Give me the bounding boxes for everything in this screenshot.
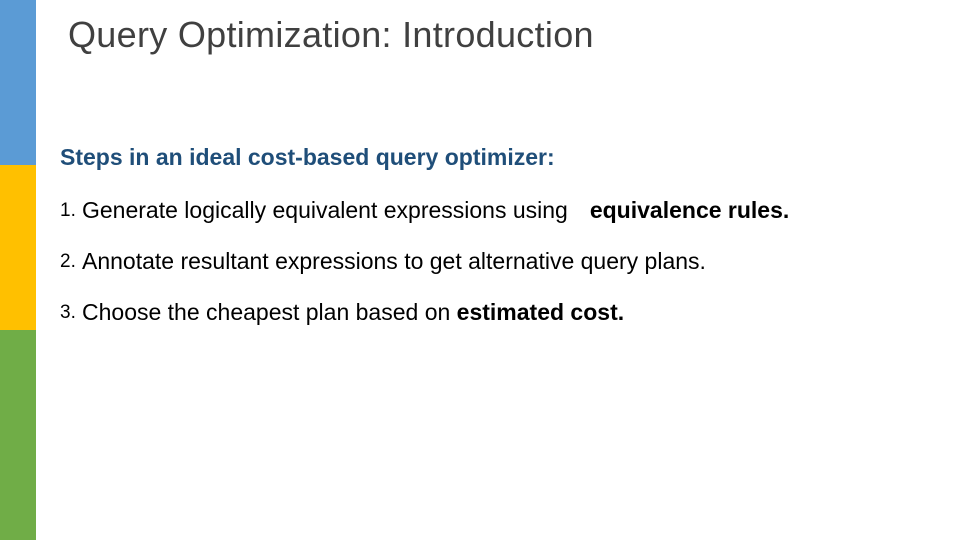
sidebar-stripe-yellow [0, 165, 36, 330]
sidebar-stripe-green [0, 330, 36, 540]
list-number: 3. [60, 298, 82, 327]
item-text: Annotate resultant expressions to get al… [82, 248, 706, 274]
list-item: 2. Annotate resultant expressions to get… [60, 247, 920, 276]
item-text: Generate logically equivalent expression… [82, 197, 568, 223]
list-number: 2. [60, 247, 82, 276]
item-text: Choose the cheapest plan based on [82, 299, 457, 325]
list-item: 3. Choose the cheapest plan based on est… [60, 298, 920, 327]
slide-title: Query Optimization: Introduction [68, 14, 594, 56]
list-body: Annotate resultant expressions to get al… [82, 247, 920, 276]
item-bold: equivalence rules. [590, 197, 789, 223]
item-bold: estimated cost. [457, 299, 624, 325]
list-body: Choose the cheapest plan based on estima… [82, 298, 920, 327]
steps-list: 1. Generate logically equivalent express… [60, 196, 920, 348]
list-number: 1. [60, 196, 82, 225]
list-body: Generate logically equivalent expression… [82, 196, 920, 225]
list-item: 1. Generate logically equivalent express… [60, 196, 920, 225]
subheading: Steps in an ideal cost-based query optim… [60, 144, 555, 171]
sidebar-stripe-blue [0, 0, 36, 165]
